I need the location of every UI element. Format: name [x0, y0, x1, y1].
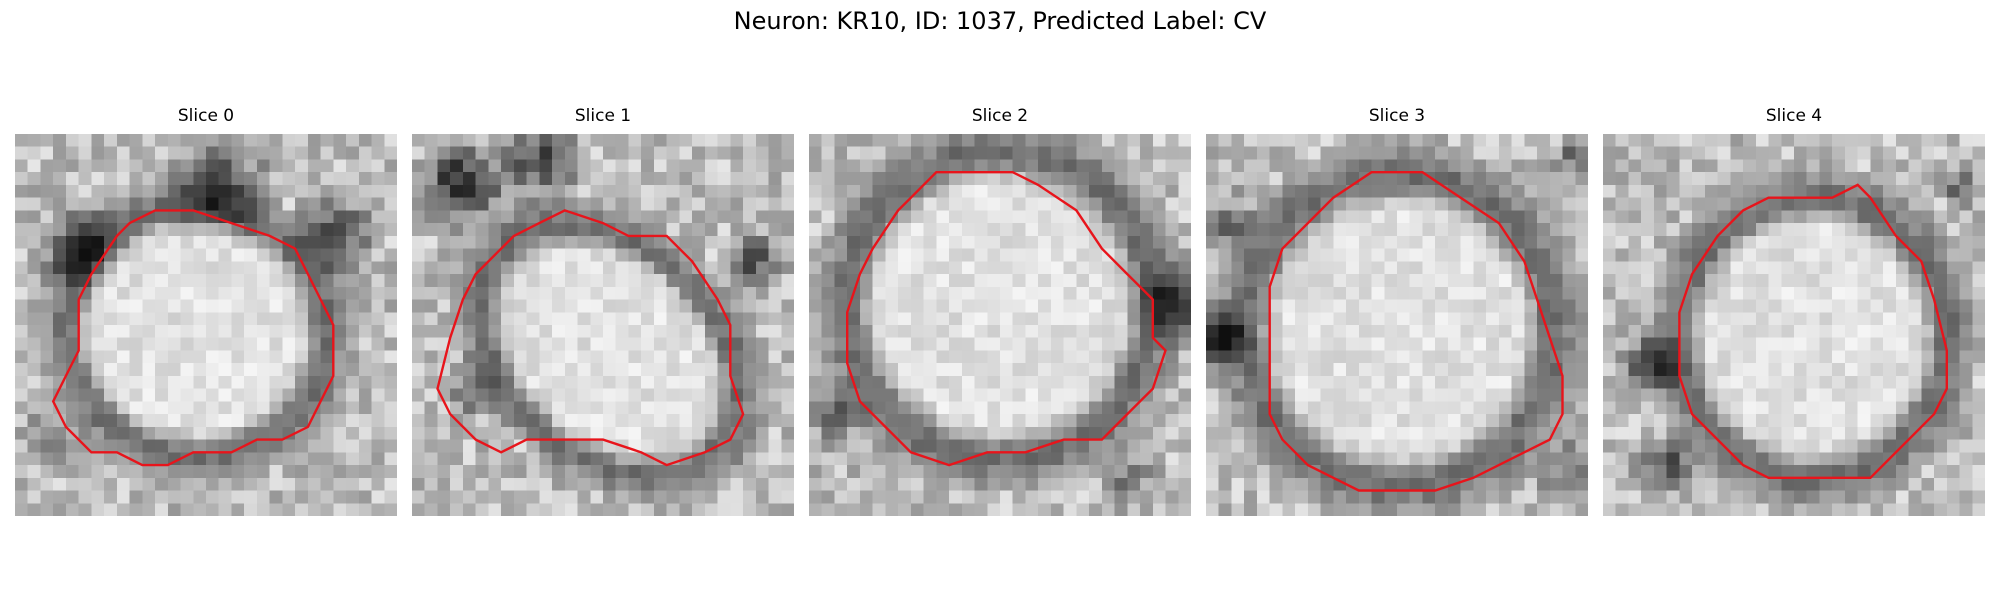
- roi-contour-1: [436, 209, 745, 467]
- slice-image-svg-4: [1603, 134, 1985, 516]
- slice-pixels-3: [1206, 134, 1588, 516]
- slice-title-2: Slice 2: [971, 106, 1029, 126]
- slice-title-1: Slice 1: [574, 106, 632, 126]
- slice-title-4: Slice 4: [1765, 106, 1823, 126]
- figure-title: Neuron: KR10, ID: 1037, Predicted Label:…: [733, 7, 1267, 35]
- slice-image-4: [1603, 134, 1985, 516]
- slice-image-1: [412, 134, 794, 516]
- slice-image-3: [1206, 134, 1588, 516]
- slice-image-2: [809, 134, 1191, 516]
- slice-title-3: Slice 3: [1368, 106, 1426, 126]
- slice-image-svg-3: [1206, 134, 1588, 516]
- slice-pixels-1: [412, 134, 794, 516]
- slice-image-svg-2: [809, 134, 1191, 516]
- slice-pixels-4: [1603, 134, 1985, 516]
- roi-contour-0: [51, 209, 335, 467]
- roi-contour-3: [1268, 171, 1564, 492]
- slice-pixels-2: [809, 134, 1191, 516]
- slice-title-0: Slice 0: [177, 106, 235, 126]
- roi-contour-4: [1678, 183, 1948, 479]
- slice-image-svg-0: [15, 134, 397, 516]
- roi-contour-2: [846, 171, 1167, 467]
- slice-image-svg-1: [412, 134, 794, 516]
- slice-pixels-0: [15, 134, 397, 516]
- slice-image-0: [15, 134, 397, 516]
